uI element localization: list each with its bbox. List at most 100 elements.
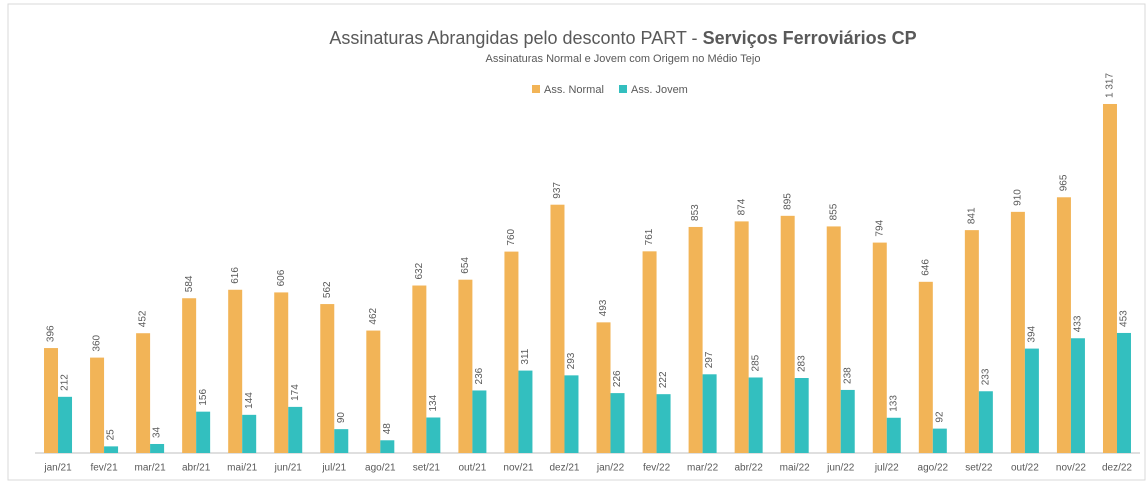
bar bbox=[1056, 197, 1071, 453]
x-tick-label: abr/22 bbox=[734, 463, 763, 474]
title-text: Assinaturas Abrangidas pelo desconto PAR… bbox=[329, 28, 697, 48]
bar bbox=[734, 221, 749, 453]
x-tick-label: fev/22 bbox=[643, 463, 671, 474]
data-label: 1 317 bbox=[1105, 73, 1116, 98]
bar bbox=[1116, 332, 1131, 453]
bar bbox=[702, 374, 717, 453]
data-label: 562 bbox=[322, 281, 333, 298]
legend-label: Ass. Jovem bbox=[631, 84, 688, 96]
data-label: 462 bbox=[368, 307, 379, 324]
x-tick-label: fev/21 bbox=[90, 463, 118, 474]
data-label: 452 bbox=[138, 310, 149, 327]
title-bold: Serviços Ferroviários CP bbox=[703, 28, 917, 48]
bar bbox=[150, 443, 165, 453]
data-label: 297 bbox=[704, 351, 715, 368]
data-label: 616 bbox=[230, 267, 241, 284]
data-label: 90 bbox=[336, 412, 347, 424]
bar bbox=[596, 322, 611, 453]
data-label: 174 bbox=[290, 384, 301, 401]
bar bbox=[964, 230, 979, 453]
bar bbox=[642, 251, 657, 453]
bar bbox=[242, 414, 257, 453]
data-label: 283 bbox=[796, 355, 807, 372]
data-label: 236 bbox=[474, 367, 485, 384]
bar bbox=[380, 440, 395, 453]
data-label: 855 bbox=[828, 203, 839, 220]
data-label: 584 bbox=[184, 275, 195, 292]
chart-subtitle: Assinaturas Normal e Jovem com Origem no… bbox=[486, 53, 761, 65]
data-label: 760 bbox=[506, 228, 517, 245]
bar bbox=[426, 417, 441, 453]
x-tick-label: jun/22 bbox=[826, 463, 855, 474]
bar bbox=[780, 215, 795, 453]
x-tick-label: jul/22 bbox=[874, 463, 899, 474]
data-label: 895 bbox=[782, 193, 793, 210]
bar bbox=[1102, 103, 1117, 454]
data-label: 311 bbox=[520, 348, 531, 364]
bar bbox=[794, 378, 809, 453]
chart-title: Assinaturas Abrangidas pelo desconto PAR… bbox=[329, 28, 916, 48]
bar bbox=[44, 348, 59, 453]
bar bbox=[840, 389, 855, 453]
x-tick-label: ago/21 bbox=[365, 463, 396, 474]
bar bbox=[90, 357, 105, 453]
bar bbox=[288, 406, 303, 453]
bar bbox=[518, 370, 533, 453]
x-tick-label: set/21 bbox=[413, 463, 441, 474]
bar bbox=[918, 281, 933, 453]
data-label: 794 bbox=[874, 219, 885, 236]
x-tick-label: set/22 bbox=[965, 463, 993, 474]
x-tick-label: jul/21 bbox=[321, 463, 346, 474]
bar bbox=[978, 391, 993, 453]
data-label: 965 bbox=[1059, 174, 1070, 191]
bar bbox=[1070, 338, 1085, 453]
bar bbox=[196, 411, 211, 453]
x-tick-label: mar/22 bbox=[687, 463, 719, 474]
data-label: 92 bbox=[934, 411, 945, 423]
bar bbox=[458, 279, 473, 453]
data-label: 910 bbox=[1013, 189, 1024, 206]
data-label: 453 bbox=[1119, 310, 1130, 327]
bar bbox=[136, 333, 151, 453]
x-tick-label: dez/21 bbox=[549, 463, 579, 474]
data-label: 48 bbox=[382, 423, 393, 435]
bar bbox=[504, 251, 519, 453]
bar bbox=[688, 226, 703, 453]
bar bbox=[1010, 211, 1025, 453]
data-label: 293 bbox=[566, 352, 577, 369]
data-label: 646 bbox=[920, 259, 931, 276]
x-tick-label: nov/21 bbox=[503, 463, 533, 474]
x-tick-label: abr/21 bbox=[182, 463, 211, 474]
data-label: 222 bbox=[658, 371, 669, 388]
bar bbox=[366, 330, 381, 453]
bar bbox=[334, 429, 349, 453]
data-label: 632 bbox=[414, 262, 425, 279]
x-tick-label: jan/21 bbox=[43, 463, 72, 474]
data-label: 937 bbox=[552, 182, 563, 199]
data-label: 25 bbox=[106, 429, 117, 441]
data-label: 238 bbox=[842, 367, 853, 384]
data-label: 226 bbox=[612, 370, 623, 387]
bar bbox=[472, 390, 487, 453]
bar bbox=[1024, 348, 1039, 453]
x-tick-label: mai/22 bbox=[780, 463, 810, 474]
legend-swatch bbox=[532, 85, 540, 93]
bar bbox=[886, 417, 901, 453]
bar bbox=[274, 292, 289, 453]
data-label: 285 bbox=[750, 354, 761, 371]
x-tick-label: nov/22 bbox=[1056, 463, 1086, 474]
data-label: 212 bbox=[60, 374, 71, 391]
x-tick-label: out/22 bbox=[1011, 463, 1039, 474]
data-label: 493 bbox=[598, 299, 609, 316]
data-label: 853 bbox=[690, 204, 701, 221]
data-label: 874 bbox=[736, 198, 747, 215]
data-label: 394 bbox=[1027, 325, 1038, 342]
bar bbox=[932, 428, 947, 453]
legend-label: Ass. Normal bbox=[544, 84, 604, 96]
data-label: 396 bbox=[46, 325, 57, 342]
x-tick-label: jan/22 bbox=[596, 463, 625, 474]
data-label: 144 bbox=[244, 392, 255, 409]
bar bbox=[826, 226, 841, 453]
data-label: 34 bbox=[152, 426, 163, 438]
data-label: 156 bbox=[198, 389, 209, 406]
